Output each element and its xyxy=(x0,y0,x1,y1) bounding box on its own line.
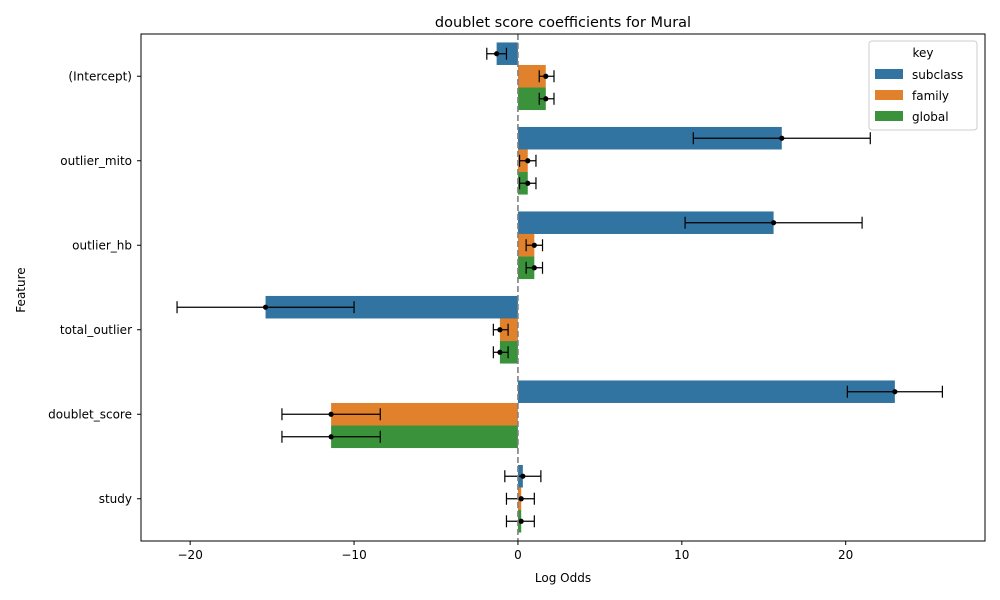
bar xyxy=(331,402,518,426)
y-tick-label: outlier_mito xyxy=(60,154,132,168)
data-point xyxy=(328,411,334,417)
chart-title: doublet score coefficients for Mural xyxy=(435,15,691,31)
data-point xyxy=(525,180,531,186)
legend-swatch xyxy=(875,69,903,79)
bar xyxy=(517,126,782,150)
y-tick-label: total_outlier xyxy=(60,323,132,337)
data-point xyxy=(525,158,531,164)
data-point xyxy=(531,265,537,271)
data-point xyxy=(770,220,777,226)
data-point xyxy=(518,518,524,524)
legend-title: key xyxy=(912,46,933,60)
bar xyxy=(265,295,518,319)
x-tick-label: −10 xyxy=(341,548,366,562)
data-point xyxy=(779,135,785,141)
data-point xyxy=(494,51,500,57)
x-tick-label: 0 xyxy=(514,548,522,562)
y-tick-label: study xyxy=(99,492,132,506)
legend-label: subclass xyxy=(912,68,963,82)
bar xyxy=(517,380,895,403)
bar xyxy=(517,211,774,234)
legend-label: family xyxy=(912,89,949,103)
plot-frame xyxy=(140,33,986,542)
plot-area xyxy=(176,34,943,541)
bar xyxy=(499,318,518,342)
bar xyxy=(499,341,518,364)
data-point xyxy=(497,327,503,333)
x-axis-label: Log Odds xyxy=(535,571,591,585)
data-point xyxy=(520,473,526,479)
axes: −20 −10 0 10 20 (Intercept) outlier_mitooutlie… xyxy=(48,33,986,562)
data-point xyxy=(518,496,524,502)
legend: key subclass family global xyxy=(868,40,978,131)
bar xyxy=(331,425,518,449)
data-point xyxy=(543,96,549,102)
y-axis-label: Feature xyxy=(14,267,28,312)
bar xyxy=(496,42,518,65)
x-tick-label: −20 xyxy=(178,548,203,562)
x-tick-label: 20 xyxy=(838,548,853,562)
y-tick-label: (Intercept) xyxy=(68,69,132,83)
y-tick-label: outlier_hb xyxy=(72,238,132,252)
legend-swatch xyxy=(875,90,903,100)
legend-box xyxy=(868,40,978,131)
data-point xyxy=(328,434,334,440)
y-tick-label: doublet_score xyxy=(48,407,132,421)
legend-label: global xyxy=(912,110,949,124)
x-tick-label: 10 xyxy=(674,548,689,562)
data-point xyxy=(543,73,549,79)
legend-swatch xyxy=(875,111,903,121)
data-point xyxy=(262,304,269,310)
data-point xyxy=(531,242,537,248)
data-point xyxy=(497,349,503,355)
data-point xyxy=(892,389,898,395)
